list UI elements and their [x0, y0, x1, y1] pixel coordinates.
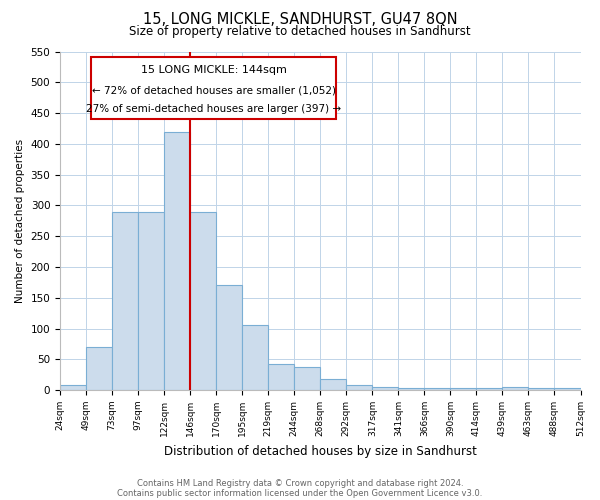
- Bar: [268, 364, 294, 390]
- Bar: [424, 388, 451, 390]
- Y-axis label: Number of detached properties: Number of detached properties: [15, 138, 25, 303]
- Bar: [112, 212, 138, 390]
- Text: Size of property relative to detached houses in Sandhurst: Size of property relative to detached ho…: [129, 25, 471, 38]
- Bar: [373, 387, 398, 390]
- Bar: [502, 387, 529, 390]
- Text: 15 LONG MICKLE: 144sqm: 15 LONG MICKLE: 144sqm: [140, 66, 287, 76]
- Bar: [451, 388, 476, 390]
- Bar: [242, 326, 268, 390]
- Bar: [86, 347, 112, 390]
- Text: 15, LONG MICKLE, SANDHURST, GU47 8QN: 15, LONG MICKLE, SANDHURST, GU47 8QN: [143, 12, 457, 28]
- X-axis label: Distribution of detached houses by size in Sandhurst: Distribution of detached houses by size …: [164, 444, 477, 458]
- Bar: [294, 366, 320, 390]
- FancyBboxPatch shape: [91, 56, 336, 119]
- Bar: [554, 388, 581, 390]
- Bar: [476, 388, 502, 390]
- Bar: [60, 385, 86, 390]
- Bar: [164, 132, 190, 390]
- Bar: [320, 379, 346, 390]
- Bar: [216, 286, 242, 390]
- Bar: [346, 385, 373, 390]
- Text: 27% of semi-detached houses are larger (397) →: 27% of semi-detached houses are larger (…: [86, 104, 341, 114]
- Bar: [190, 212, 216, 390]
- Bar: [138, 212, 164, 390]
- Text: Contains HM Land Registry data © Crown copyright and database right 2024.: Contains HM Land Registry data © Crown c…: [137, 478, 463, 488]
- Text: ← 72% of detached houses are smaller (1,052): ← 72% of detached houses are smaller (1,…: [92, 86, 335, 96]
- Bar: [529, 388, 554, 390]
- Text: Contains public sector information licensed under the Open Government Licence v3: Contains public sector information licen…: [118, 488, 482, 498]
- Bar: [398, 388, 424, 390]
